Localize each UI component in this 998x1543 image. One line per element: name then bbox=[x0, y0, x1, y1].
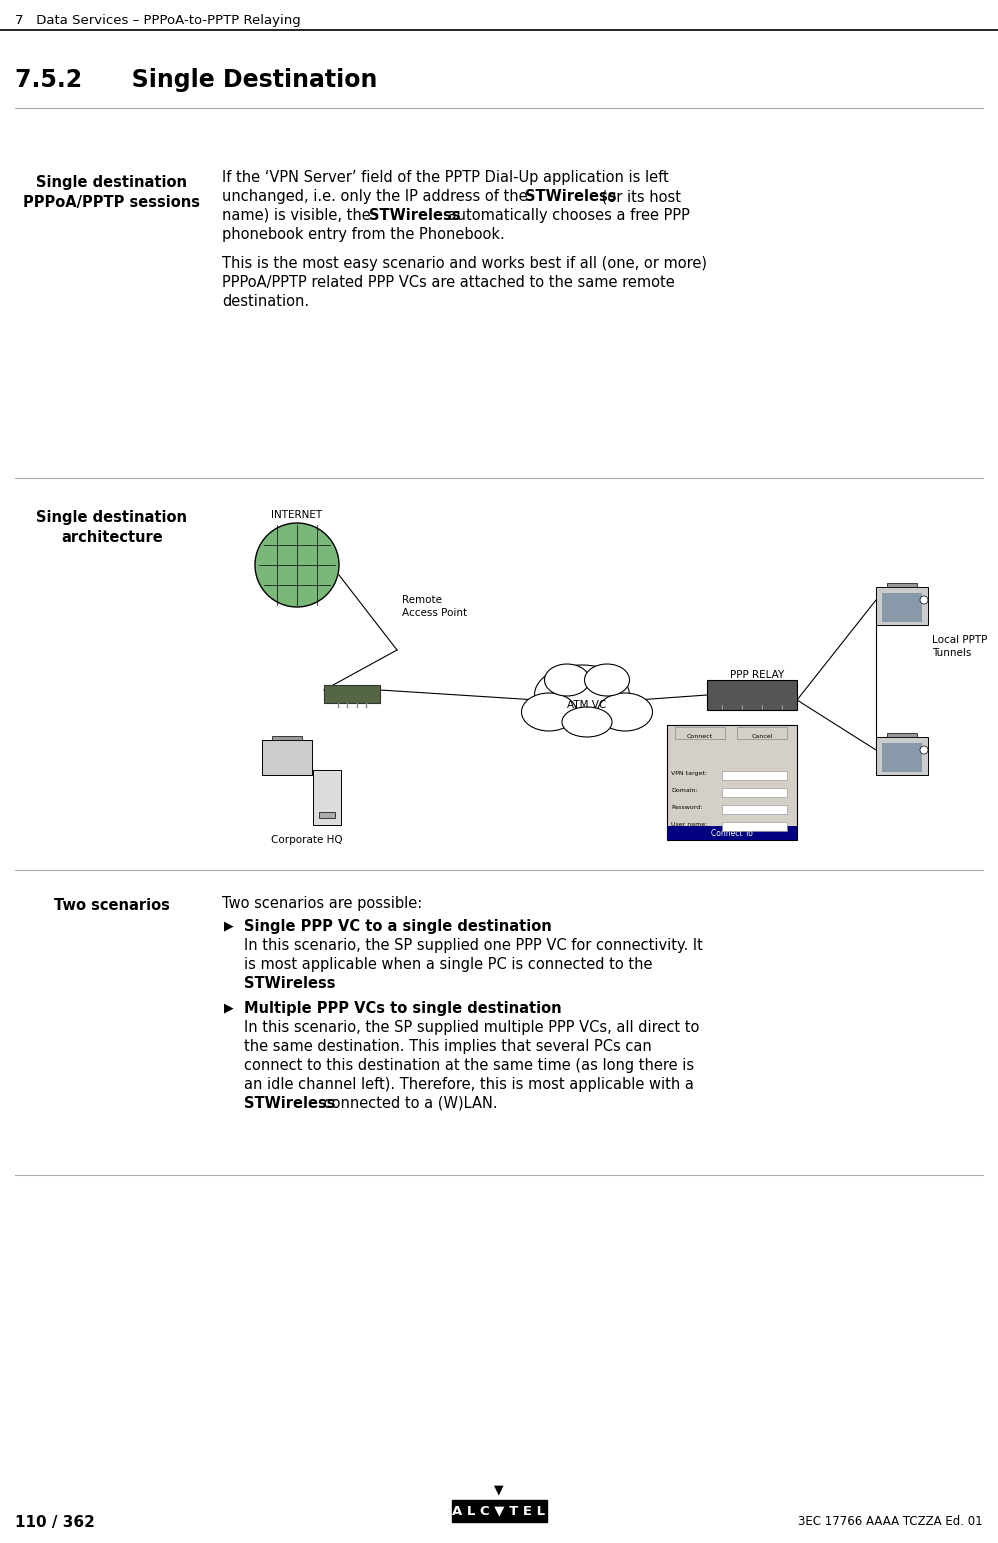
Text: ATM VC: ATM VC bbox=[568, 701, 607, 710]
FancyBboxPatch shape bbox=[722, 772, 787, 781]
FancyBboxPatch shape bbox=[722, 822, 787, 832]
Text: Local PPTP
Tunnels: Local PPTP Tunnels bbox=[932, 636, 987, 659]
Circle shape bbox=[920, 745, 928, 755]
Text: In this scenario, the SP supplied multiple PPP VCs, all direct to: In this scenario, the SP supplied multip… bbox=[244, 1020, 700, 1035]
Text: Domain:: Domain: bbox=[671, 788, 698, 793]
Text: ▶: ▶ bbox=[224, 1001, 234, 1014]
Text: is most applicable when a single PC is connected to the: is most applicable when a single PC is c… bbox=[244, 957, 653, 972]
Text: A L C ▼ T E L: A L C ▼ T E L bbox=[452, 1504, 546, 1517]
Text: phonebook entry from the Phonebook.: phonebook entry from the Phonebook. bbox=[222, 227, 505, 242]
Text: STWireless: STWireless bbox=[244, 977, 335, 991]
Ellipse shape bbox=[562, 707, 612, 738]
FancyBboxPatch shape bbox=[324, 685, 380, 704]
Circle shape bbox=[255, 523, 339, 606]
Text: In this scenario, the SP supplied one PPP VC for connectivity. It: In this scenario, the SP supplied one PP… bbox=[244, 938, 703, 954]
Text: Connect: Connect bbox=[687, 734, 713, 739]
Text: 7   Data Services – PPPoA-to-PPTP Relaying: 7 Data Services – PPPoA-to-PPTP Relaying bbox=[15, 14, 300, 26]
FancyBboxPatch shape bbox=[722, 805, 787, 815]
FancyBboxPatch shape bbox=[722, 788, 787, 798]
Ellipse shape bbox=[535, 665, 630, 725]
Text: automatically chooses a free PPP: automatically chooses a free PPP bbox=[443, 208, 690, 224]
Text: PPP RELAY: PPP RELAY bbox=[730, 670, 784, 680]
Text: (or its host: (or its host bbox=[597, 188, 681, 204]
FancyBboxPatch shape bbox=[675, 727, 725, 739]
Text: Remote
Access Point: Remote Access Point bbox=[402, 596, 467, 619]
Text: User name:: User name: bbox=[671, 822, 708, 827]
Text: PPPoA/PPTP related PPP VCs are attached to the same remote: PPPoA/PPTP related PPP VCs are attached … bbox=[222, 275, 675, 290]
Ellipse shape bbox=[585, 663, 630, 696]
Text: destination.: destination. bbox=[222, 295, 309, 309]
Text: Password:: Password: bbox=[671, 805, 703, 810]
FancyBboxPatch shape bbox=[667, 826, 797, 839]
Text: name) is visible, the: name) is visible, the bbox=[222, 208, 375, 224]
Text: PPPoA/PPTP sessions: PPPoA/PPTP sessions bbox=[24, 194, 201, 210]
Text: Two scenarios: Two scenarios bbox=[54, 898, 170, 913]
Text: unchanged, i.e. only the IP address of the: unchanged, i.e. only the IP address of t… bbox=[222, 188, 532, 204]
Polygon shape bbox=[707, 680, 797, 710]
FancyBboxPatch shape bbox=[319, 812, 335, 818]
Text: architecture: architecture bbox=[61, 529, 163, 545]
FancyBboxPatch shape bbox=[737, 727, 787, 739]
Text: connect to this destination at the same time (as long there is: connect to this destination at the same … bbox=[244, 1058, 695, 1072]
Text: Single PPP VC to a single destination: Single PPP VC to a single destination bbox=[244, 920, 552, 934]
FancyBboxPatch shape bbox=[876, 738, 928, 775]
FancyBboxPatch shape bbox=[262, 741, 312, 775]
Text: Cancel: Cancel bbox=[751, 734, 772, 739]
FancyBboxPatch shape bbox=[272, 736, 302, 741]
FancyBboxPatch shape bbox=[876, 586, 928, 625]
FancyBboxPatch shape bbox=[452, 1500, 547, 1521]
Text: ▶: ▶ bbox=[224, 920, 234, 932]
Text: STWireless: STWireless bbox=[244, 1096, 335, 1111]
Ellipse shape bbox=[598, 693, 653, 731]
Text: 110 / 362: 110 / 362 bbox=[15, 1515, 95, 1531]
FancyBboxPatch shape bbox=[313, 770, 341, 826]
Text: Two scenarios are possible:: Two scenarios are possible: bbox=[222, 896, 422, 910]
Ellipse shape bbox=[522, 693, 577, 731]
Text: VPN target:: VPN target: bbox=[671, 772, 707, 776]
Text: an idle channel left). Therefore, this is most applicable with a: an idle channel left). Therefore, this i… bbox=[244, 1077, 694, 1092]
FancyBboxPatch shape bbox=[887, 583, 917, 586]
Text: Single destination: Single destination bbox=[37, 511, 188, 525]
Text: STWireless: STWireless bbox=[525, 188, 617, 204]
Text: ▼: ▼ bbox=[494, 1483, 504, 1497]
Text: connected to a (W)LAN.: connected to a (W)LAN. bbox=[319, 1096, 498, 1111]
FancyBboxPatch shape bbox=[882, 744, 922, 772]
Circle shape bbox=[920, 596, 928, 603]
Text: This is the most easy scenario and works best if all (one, or more): This is the most easy scenario and works… bbox=[222, 256, 707, 272]
Text: STWireless: STWireless bbox=[369, 208, 460, 224]
Text: Connect To: Connect To bbox=[711, 829, 752, 838]
FancyBboxPatch shape bbox=[667, 725, 797, 839]
Text: the same destination. This implies that several PCs can: the same destination. This implies that … bbox=[244, 1038, 652, 1054]
FancyBboxPatch shape bbox=[887, 733, 917, 738]
Ellipse shape bbox=[545, 663, 590, 696]
Text: 3EC 17766 AAAA TCZZA Ed. 01: 3EC 17766 AAAA TCZZA Ed. 01 bbox=[798, 1515, 983, 1528]
Text: Corporate HQ: Corporate HQ bbox=[271, 835, 342, 846]
Text: If the ‘VPN Server’ field of the PPTP Dial-Up application is left: If the ‘VPN Server’ field of the PPTP Di… bbox=[222, 170, 669, 185]
Text: 7.5.2      Single Destination: 7.5.2 Single Destination bbox=[15, 68, 377, 93]
Text: INTERNET: INTERNET bbox=[271, 511, 322, 520]
Text: Multiple PPP VCs to single destination: Multiple PPP VCs to single destination bbox=[244, 1001, 562, 1015]
FancyBboxPatch shape bbox=[882, 593, 922, 622]
Text: .: . bbox=[319, 977, 323, 991]
Text: Single destination: Single destination bbox=[37, 174, 188, 190]
